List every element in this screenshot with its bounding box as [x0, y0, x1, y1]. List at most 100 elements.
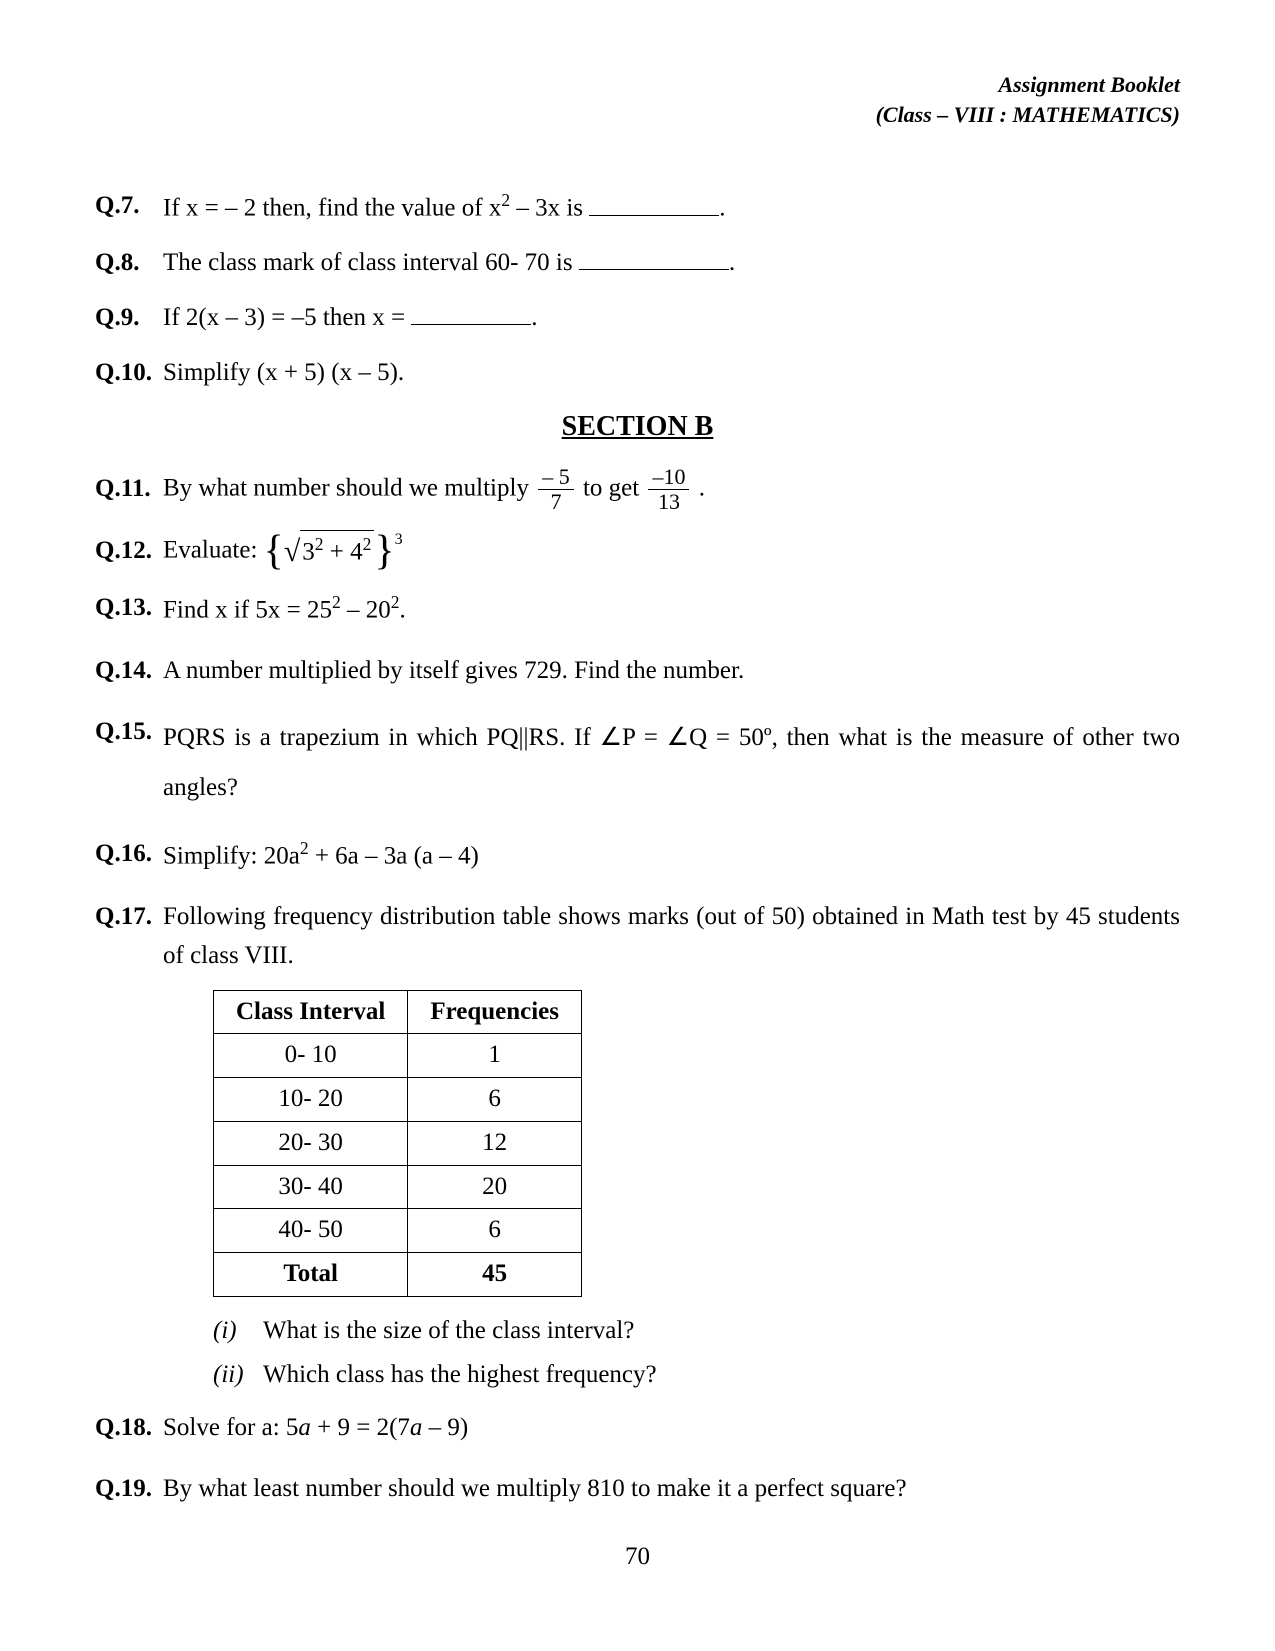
- section-b-title: SECTION B: [95, 411, 1180, 443]
- table-row: 30- 4020: [214, 1165, 582, 1209]
- q9-number: Q.9.: [95, 299, 163, 338]
- q18-pre: Solve for a: 5: [163, 1414, 298, 1441]
- table-total-row: Total45: [214, 1253, 582, 1297]
- q14-text: A number multiplied by itself gives 729.…: [163, 652, 1180, 691]
- q7-exp: 2: [501, 190, 510, 210]
- sub-ii-num: (ii): [213, 1355, 263, 1395]
- question-15: Q.15. PQRS is a trapezium in which PQ||R…: [95, 713, 1180, 813]
- q9-pre: If 2(x – 3) = –5 then x =: [163, 304, 411, 331]
- q7-blank: [589, 190, 719, 216]
- q16-pre: Simplify: 20a: [163, 842, 300, 869]
- question-14: Q.14. A number multiplied by itself give…: [95, 652, 1180, 691]
- q11-frac2-den: 13: [648, 490, 689, 514]
- q17-text: Following frequency distribution table s…: [163, 898, 1180, 1399]
- q12-pre: Evaluate:: [163, 536, 264, 563]
- table-cell: 40- 50: [214, 1209, 408, 1253]
- rad-plus: + 4: [324, 538, 363, 565]
- q15-text: PQRS is a trapezium in which PQ||RS. If …: [163, 713, 1180, 813]
- question-8: Q.8. The class mark of class interval 60…: [95, 244, 1180, 283]
- q9-blank: [411, 299, 531, 325]
- q11-number: Q.11.: [95, 470, 163, 509]
- q18-post: – 9): [422, 1414, 468, 1441]
- q17-number: Q.17.: [95, 898, 163, 937]
- table-header-row: Class Interval Frequencies: [214, 990, 582, 1034]
- q17-sublist: (i) What is the size of the class interv…: [213, 1311, 1180, 1395]
- q11-frac1-den: 7: [538, 490, 574, 514]
- q11-pre: By what number should we multiply: [163, 474, 535, 501]
- q15-number: Q.15.: [95, 713, 163, 752]
- question-12: Q.12. Evaluate: { √ 32 + 42 } 3: [95, 530, 1180, 573]
- q13-post: .: [399, 596, 405, 623]
- total-value: 45: [408, 1253, 582, 1297]
- q19-text: By what least number should we multiply …: [163, 1470, 1180, 1509]
- table-cell: 1: [408, 1034, 582, 1078]
- q11-frac2-num: –10: [648, 465, 689, 490]
- sub-ii-text: Which class has the highest frequency?: [263, 1355, 657, 1395]
- question-10: Q.10. Simplify (x + 5) (x – 5).: [95, 354, 1180, 393]
- question-13: Q.13. Find x if 5x = 252 – 202.: [95, 589, 1180, 630]
- q11-frac1: – 5 7: [538, 465, 574, 514]
- question-19: Q.19. By what least number should we mul…: [95, 1470, 1180, 1509]
- table-row: 40- 506: [214, 1209, 582, 1253]
- page-header: Assignment Booklet (Class – VIII : MATHE…: [95, 70, 1180, 129]
- table-cell: 6: [408, 1209, 582, 1253]
- radicand: 32 + 42: [300, 530, 374, 573]
- header-line-1: Assignment Booklet: [998, 72, 1180, 97]
- q13-mid: – 20: [341, 596, 391, 623]
- table-row: 10- 206: [214, 1078, 582, 1122]
- q18-number: Q.18.: [95, 1409, 163, 1448]
- table-cell: 20: [408, 1165, 582, 1209]
- q16-text: Simplify: 20a2 + 6a – 3a (a – 4): [163, 835, 1180, 876]
- section-b-questions: Q.13. Find x if 5x = 252 – 202. Q.14. A …: [95, 589, 1180, 1508]
- table-row: 0- 101: [214, 1034, 582, 1078]
- question-16: Q.16. Simplify: 20a2 + 6a – 3a (a – 4): [95, 835, 1180, 876]
- q16-mid: + 6a – 3a (a – 4): [309, 842, 479, 869]
- q7-pre: If x = – 2 then, find the value of x: [163, 195, 501, 222]
- q7-number: Q.7.: [95, 187, 163, 226]
- q19-number: Q.19.: [95, 1470, 163, 1509]
- table-cell: 20- 30: [214, 1121, 408, 1165]
- th-frequencies: Frequencies: [408, 990, 582, 1034]
- q11-text: By what number should we multiply – 5 7 …: [163, 465, 1180, 514]
- q10-text: Simplify (x + 5) (x – 5).: [163, 354, 1180, 393]
- q7-mid: – 3x is: [510, 195, 589, 222]
- q9-post: .: [531, 304, 537, 331]
- q12-text: Evaluate: { √ 32 + 42 } 3: [163, 530, 1180, 573]
- sqrt: √ 32 + 42: [284, 530, 375, 573]
- q13-text: Find x if 5x = 252 – 202.: [163, 589, 1180, 630]
- sub-i-text: What is the size of the class interval?: [263, 1311, 634, 1351]
- q8-post: .: [729, 249, 735, 276]
- q8-pre: The class mark of class interval 60- 70 …: [163, 249, 579, 276]
- q13-pre: Find x if 5x = 25: [163, 596, 332, 623]
- left-brace: {: [264, 533, 284, 571]
- question-9: Q.9. If 2(x – 3) = –5 then x = .: [95, 299, 1180, 338]
- table-cell: 6: [408, 1078, 582, 1122]
- th-class-interval: Class Interval: [214, 990, 408, 1034]
- q11-mid: to get: [583, 474, 646, 501]
- q17-sub-ii: (ii) Which class has the highest frequen…: [213, 1355, 1180, 1395]
- q8-number: Q.8.: [95, 244, 163, 283]
- page-container: Assignment Booklet (Class – VIII : MATHE…: [0, 0, 1275, 1508]
- q7-text: If x = – 2 then, find the value of x2 – …: [163, 187, 1180, 228]
- q7-post: .: [719, 195, 725, 222]
- table-cell: 10- 20: [214, 1078, 408, 1122]
- right-brace: }: [374, 533, 394, 571]
- question-17: Q.17. Following frequency distribution t…: [95, 898, 1180, 1399]
- q8-blank: [579, 244, 729, 270]
- q17-sub-i: (i) What is the size of the class interv…: [213, 1311, 1180, 1351]
- table-cell: 12: [408, 1121, 582, 1165]
- table-cell: 30- 40: [214, 1165, 408, 1209]
- q9-text: If 2(x – 3) = –5 then x = .: [163, 299, 1180, 338]
- table-row: 20- 3012: [214, 1121, 582, 1165]
- q18-a2: a: [410, 1414, 423, 1441]
- rad-a: 3: [302, 538, 315, 565]
- q11-frac2: –10 13: [648, 465, 689, 514]
- q14-number: Q.14.: [95, 652, 163, 691]
- q13-number: Q.13.: [95, 589, 163, 628]
- q17-main: Following frequency distribution table s…: [163, 903, 1180, 969]
- q12-number: Q.12.: [95, 532, 163, 571]
- table-cell: 0- 10: [214, 1034, 408, 1078]
- q10-number: Q.10.: [95, 354, 163, 393]
- q11-post: .: [699, 474, 705, 501]
- question-18: Q.18. Solve for a: 5a + 9 = 2(7a – 9): [95, 1409, 1180, 1448]
